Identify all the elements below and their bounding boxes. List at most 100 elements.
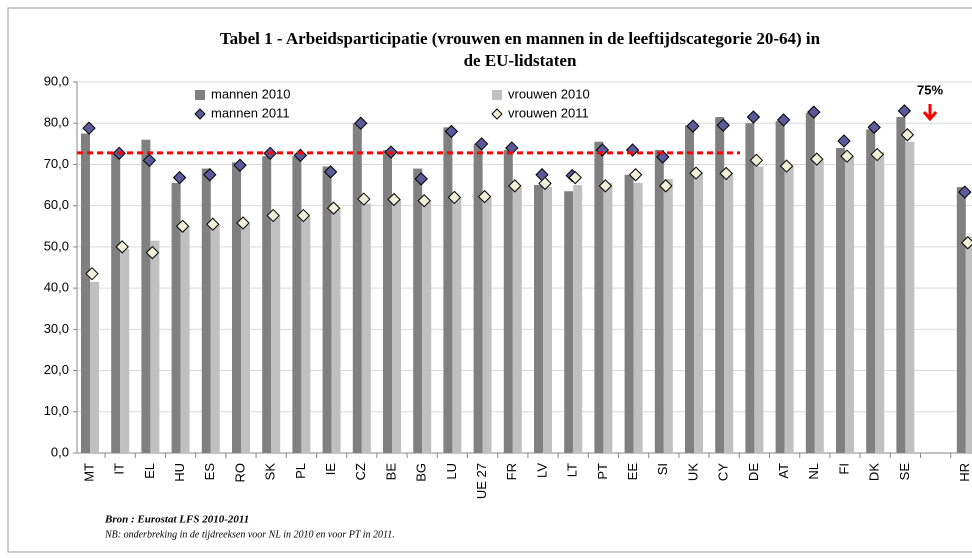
y-tick-label: 30,0 xyxy=(44,321,69,336)
x-tick-label: EL xyxy=(142,463,157,479)
diamond-marker xyxy=(236,216,250,230)
diamond-marker xyxy=(387,192,401,207)
diamond-marker xyxy=(115,240,129,254)
bar xyxy=(443,127,453,453)
bar xyxy=(422,201,432,453)
bar xyxy=(383,150,392,453)
diamond-marker xyxy=(689,166,703,180)
bar xyxy=(745,123,755,453)
x-tick-label: HU xyxy=(172,463,187,482)
x-tick-label: UE 27 xyxy=(474,463,489,499)
diamond-marker xyxy=(354,116,368,130)
x-tick-label: MT xyxy=(81,463,96,482)
diamond-marker xyxy=(357,192,371,206)
bar xyxy=(956,187,966,453)
bar xyxy=(784,166,794,453)
x-tick-label: AT xyxy=(776,463,791,479)
chart-title: de EU-lidstaten xyxy=(464,51,577,70)
bar xyxy=(201,168,211,454)
target-arrow xyxy=(922,104,938,122)
x-tick-label: EE xyxy=(625,463,640,481)
diamond-marker xyxy=(206,217,220,231)
bar xyxy=(814,160,824,454)
bar xyxy=(543,187,552,453)
diamond-marker xyxy=(870,147,884,162)
x-tick-label: DE xyxy=(746,463,761,481)
legend-swatch xyxy=(195,90,205,100)
y-tick-label: 10,0 xyxy=(44,403,69,418)
diamond-marker xyxy=(477,189,492,204)
chart-title: Tabel 1 - Arbeidsparticipatie (vrouwen e… xyxy=(220,29,821,48)
diamond-marker xyxy=(840,149,854,163)
diamond-marker xyxy=(326,201,341,215)
legend-label: vrouwen 2010 xyxy=(508,86,590,101)
bar xyxy=(361,203,371,453)
bar xyxy=(413,168,423,454)
x-tick-label: LV xyxy=(534,463,549,478)
diamond-marker xyxy=(779,159,794,173)
bar xyxy=(301,215,311,453)
y-tick-label: 60,0 xyxy=(44,197,69,212)
bar xyxy=(81,133,90,453)
x-tick-label: RO xyxy=(232,463,247,483)
bar xyxy=(534,185,543,454)
x-tick-label: ES xyxy=(202,463,217,481)
x-tick-label: SE xyxy=(897,463,912,481)
bar xyxy=(715,117,725,454)
bar xyxy=(322,166,332,453)
bar xyxy=(111,154,121,453)
x-tick-label: BE xyxy=(383,463,398,481)
x-tick-label: LU xyxy=(444,463,459,480)
diamond-marker xyxy=(659,179,673,193)
bar xyxy=(685,125,694,454)
diamond-marker xyxy=(82,121,96,135)
diamond-marker xyxy=(233,158,247,172)
diamond-marker xyxy=(686,119,700,133)
x-tick-label: PL xyxy=(293,463,308,479)
bar xyxy=(180,226,190,453)
bar xyxy=(896,117,906,454)
x-tick-label: CZ xyxy=(353,463,368,480)
x-tick-label: IE xyxy=(323,463,338,476)
bar xyxy=(905,141,915,453)
bar xyxy=(292,156,302,453)
bar xyxy=(210,224,220,453)
bar xyxy=(573,185,583,454)
x-tick-label: PT xyxy=(595,463,610,480)
bar xyxy=(141,139,151,453)
bar xyxy=(512,187,522,453)
x-tick-label: NL xyxy=(806,463,821,480)
bar xyxy=(171,182,181,453)
legend-swatch xyxy=(492,90,502,100)
bar xyxy=(754,166,764,453)
x-tick-label: HR xyxy=(957,463,972,482)
x-tick-label: BG xyxy=(414,463,429,482)
diamond-marker xyxy=(719,166,733,181)
diamond-marker xyxy=(142,153,157,168)
diamond-marker xyxy=(414,172,428,186)
bar xyxy=(875,152,885,454)
diamond-marker xyxy=(444,124,459,139)
diamond-marker xyxy=(656,150,670,164)
y-tick-label: 0,0 xyxy=(51,444,69,459)
x-tick-label: DK xyxy=(867,463,882,481)
target-label: 75% xyxy=(917,82,943,97)
diamond-marker xyxy=(958,185,972,199)
y-tick-label: 90,0 xyxy=(44,73,69,88)
diamond-marker xyxy=(625,143,640,157)
bar xyxy=(473,143,483,454)
bar xyxy=(965,236,972,453)
diamond-marker xyxy=(595,143,610,157)
diamond-marker xyxy=(203,168,217,182)
bar xyxy=(866,129,876,453)
diamond-marker xyxy=(598,179,613,193)
bar xyxy=(331,207,341,453)
bar xyxy=(262,156,272,453)
bar xyxy=(241,224,250,453)
bar xyxy=(392,199,401,453)
bar xyxy=(120,248,130,453)
footnote: NB: onderbreking in de tijdreeksen voor … xyxy=(104,529,395,540)
legend-label: vrouwen 2011 xyxy=(508,105,589,120)
